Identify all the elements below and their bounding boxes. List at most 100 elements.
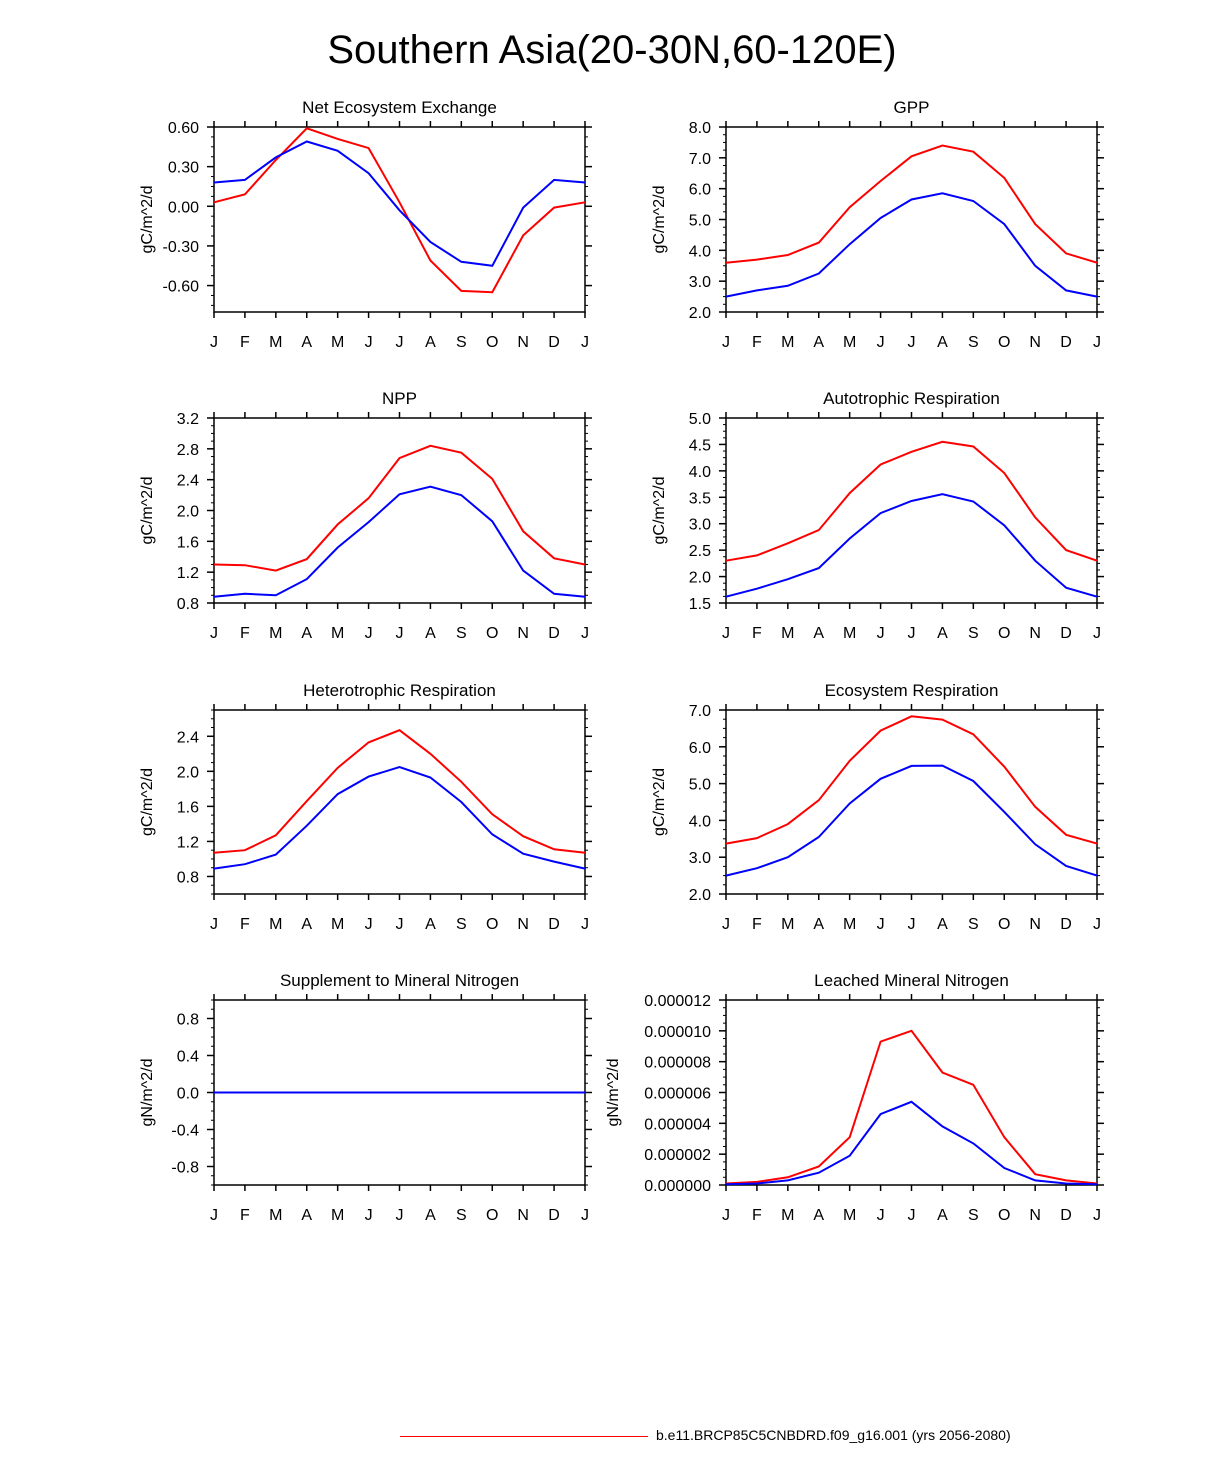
x-tick-label: D [548,334,560,351]
x-tick-label: S [456,334,467,351]
x-tick-label: D [1060,1207,1072,1224]
x-tick-label: O [486,334,498,351]
y-tick-label: -0.60 [163,279,200,296]
x-tick-label: J [365,334,373,351]
series-line-red [725,1029,1098,1185]
x-tick-label: A [813,334,824,351]
x-tick-label: M [269,1207,282,1224]
series-line-blue [725,764,1098,877]
chart-panel-4: Autotrophic Respiration J F M A M J J A S O N D J 1.5 2… [651,389,1104,642]
x-tick-label: A [301,1207,312,1224]
x-tick-label: N [517,1207,529,1224]
x-tick-label: N [1029,334,1041,351]
y-tick-label: 2.0 [689,305,711,322]
x-tick-label: J [210,916,218,933]
x-tick-label: F [752,334,762,351]
y-tick-label: 0.000006 [644,1086,711,1103]
chart-title: Supplement to Mineral Nitrogen [280,971,519,990]
x-tick-label: M [843,334,856,351]
x-tick-label: D [1060,334,1072,351]
x-tick-label: S [968,625,979,642]
y-tick-label: 0.000012 [644,993,711,1010]
y-tick-label: 2.0 [689,570,711,587]
x-tick-label: J [722,1207,730,1224]
x-tick-label: N [1029,625,1041,642]
x-tick-label: J [396,334,404,351]
x-tick-label: J [581,334,589,351]
y-tick-label: 2.0 [177,764,199,781]
y-tick-label: 3.0 [689,274,711,291]
y-tick-label: 6.0 [689,740,711,757]
x-tick-label: M [331,334,344,351]
x-tick-label: F [240,334,250,351]
chart-title: Ecosystem Respiration [825,681,999,700]
y-tick-label: 3.5 [689,490,711,507]
chart-title: Autotrophic Respiration [823,389,1000,408]
x-tick-label: J [908,916,916,933]
y-tick-label: 2.0 [177,504,199,521]
chart-title: NPP [382,389,417,408]
x-tick-label: M [781,916,794,933]
x-tick-label: F [240,916,250,933]
x-tick-label: J [877,916,885,933]
x-tick-label: A [813,916,824,933]
chart-panel-7: Supplement to Mineral Nitrogen J F M A M J J A S O… [139,971,592,1224]
x-tick-label: M [331,916,344,933]
x-tick-label: J [722,916,730,933]
x-tick-label: N [517,625,529,642]
y-tick-label: 0.8 [177,1012,199,1029]
x-tick-label: F [752,1207,762,1224]
plot-frame [725,999,1098,1186]
x-tick-label: N [1029,916,1041,933]
x-tick-label: M [269,334,282,351]
series-line-red [213,127,586,294]
x-tick-label: J [365,1207,373,1224]
x-tick-label: O [998,1207,1010,1224]
y-tick-label: 5.0 [689,411,711,428]
plot-frame [725,417,1098,604]
legend-label: b.e11.BRCP85C5CNBDRD.f09_g16.001 (yrs 20… [656,1427,1011,1443]
y-axis-label: gC/m^2/d [651,186,668,254]
x-tick-label: O [486,625,498,642]
y-tick-label: 3.0 [689,850,711,867]
y-tick-label: 7.0 [689,703,711,720]
y-tick-label: 1.2 [177,565,199,582]
x-tick-label: A [813,1207,824,1224]
series-line-blue [213,140,586,267]
x-tick-label: J [210,625,218,642]
y-axis-label: gC/m^2/d [139,186,156,254]
x-tick-label: A [301,625,312,642]
chart-title: Leached Mineral Nitrogen [814,971,1009,990]
series-line-blue [213,485,586,598]
y-tick-label: 0.0 [177,1086,199,1103]
y-tick-label: 5.0 [689,777,711,794]
y-tick-label: 4.0 [689,464,711,481]
x-tick-label: J [722,334,730,351]
chart-panel-3: NPP J F M A M J J A S O N D J 0.8 1.2 1.6 2.0 2.4 2.8 3.2 gC/… [139,389,592,642]
series-line-blue [725,192,1098,298]
x-tick-label: J [877,1207,885,1224]
x-tick-label: S [456,625,467,642]
x-tick-label: D [548,625,560,642]
x-tick-label: M [331,1207,344,1224]
y-tick-label: 0.000000 [644,1178,711,1195]
y-axis-label: gC/m^2/d [139,477,156,545]
plot-frame [725,709,1098,895]
y-tick-label: 1.2 [177,834,199,851]
legend-line-swatch [400,1436,648,1437]
plot-frame [213,126,586,313]
y-axis-label: gC/m^2/d [651,768,668,836]
x-tick-label: M [269,916,282,933]
y-tick-label: 0.00 [168,199,199,216]
plot-frame [213,709,586,895]
x-tick-label: J [396,1207,404,1224]
x-tick-label: M [843,625,856,642]
y-tick-label: 3.2 [177,411,199,428]
x-tick-label: N [517,334,529,351]
y-tick-label: 2.4 [177,473,199,490]
series-line-red [725,144,1098,264]
x-tick-label: F [752,625,762,642]
x-tick-label: J [908,334,916,351]
series-line-red [213,729,586,854]
x-tick-label: A [425,625,436,642]
